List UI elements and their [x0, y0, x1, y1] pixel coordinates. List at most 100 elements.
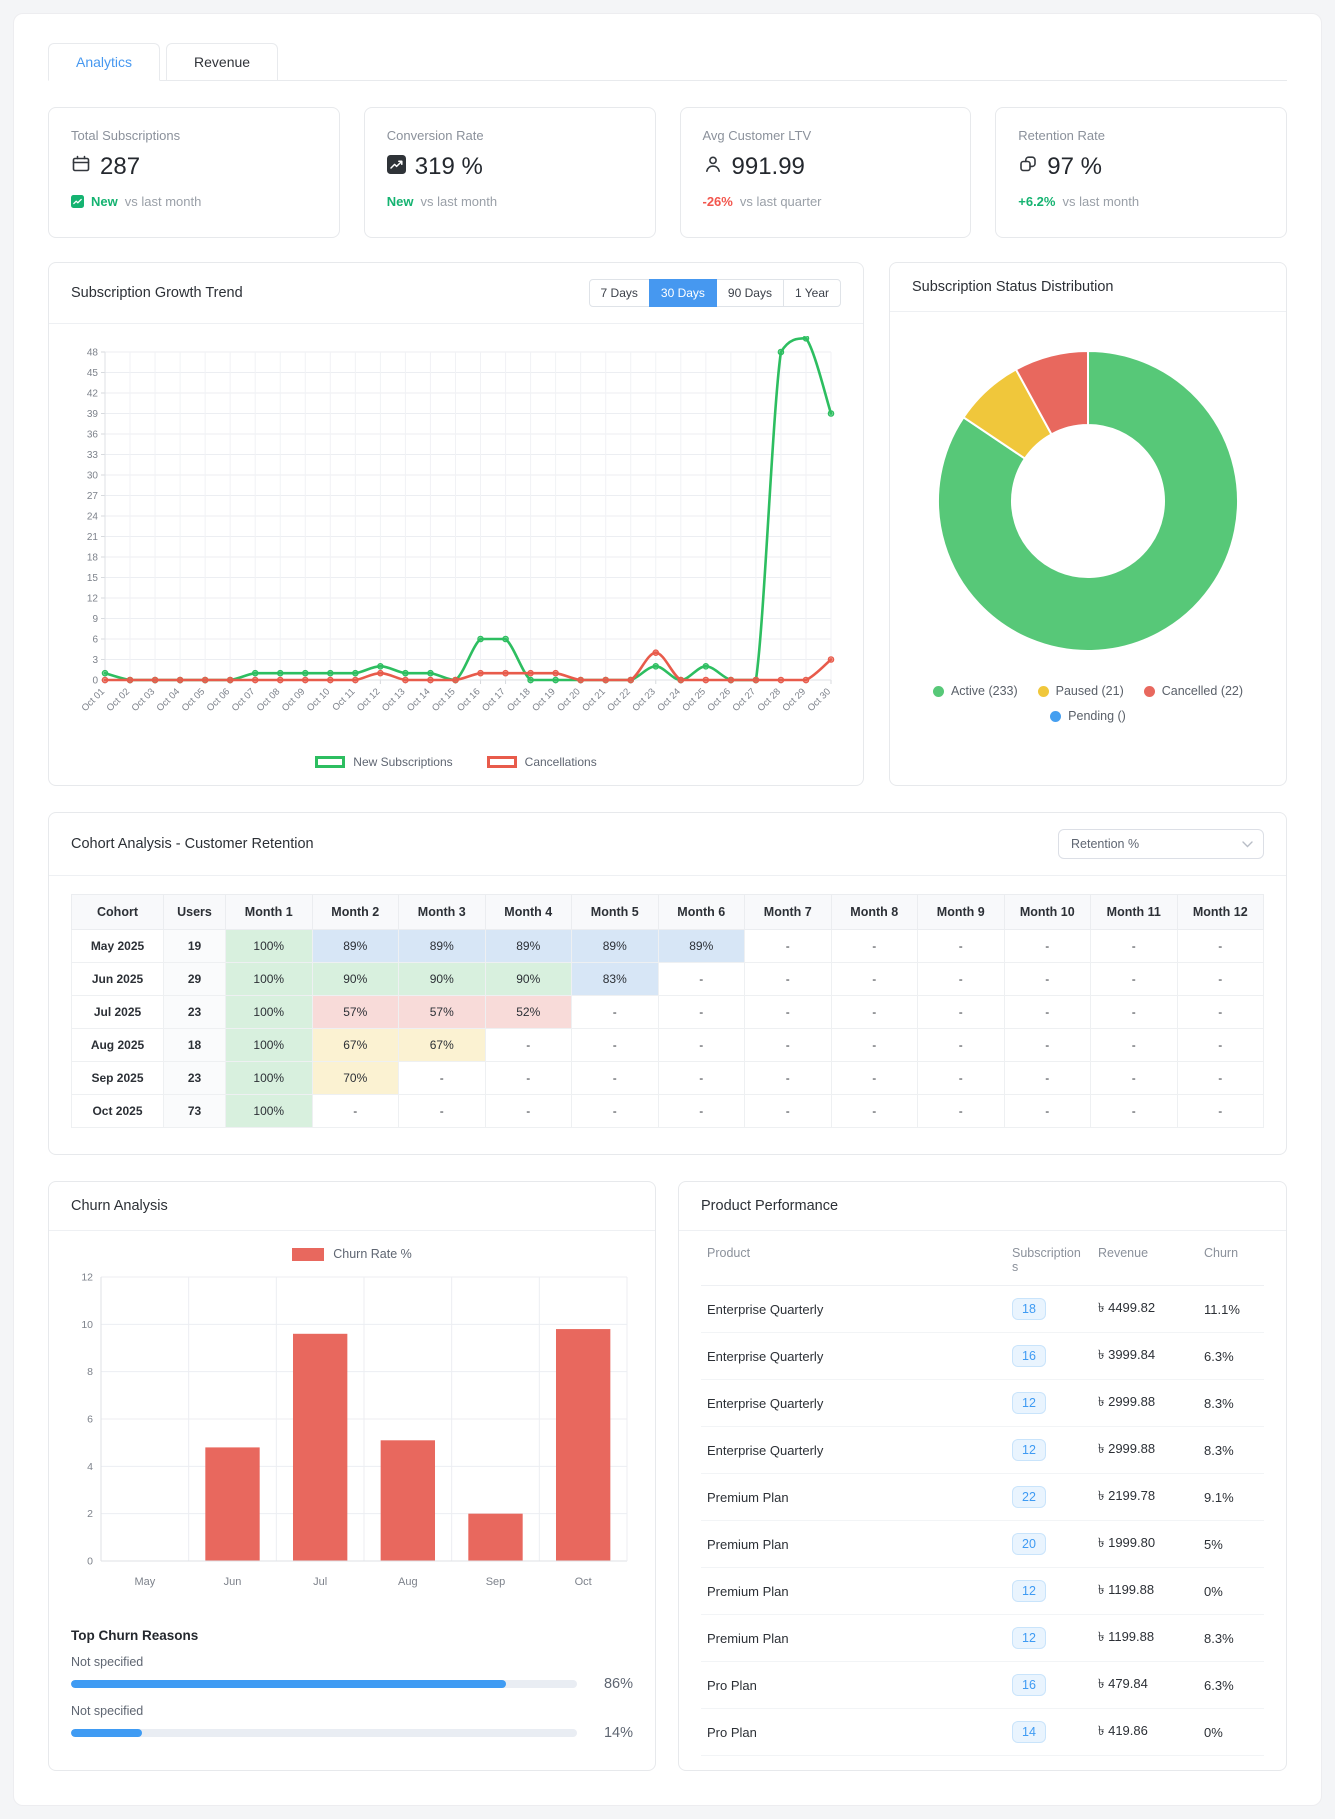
kpi-change: +6.2%	[1018, 194, 1056, 209]
product-column-header: Revenue	[1092, 1233, 1198, 1286]
range-button-1-year[interactable]: 1 Year	[782, 279, 841, 307]
svg-text:Jul: Jul	[313, 1576, 327, 1588]
legend-item-paused[interactable]: Paused (21)	[1037, 684, 1124, 698]
product-revenue: ৳ 2199.78	[1092, 1473, 1198, 1521]
churn-reason-bar: 14%	[71, 1725, 633, 1741]
svg-text:27: 27	[87, 491, 99, 502]
svg-text:Oct 17: Oct 17	[480, 686, 508, 714]
legend-item-active[interactable]: Active (233)	[932, 684, 1018, 698]
range-button-90-days[interactable]: 90 Days	[715, 279, 784, 307]
subscriptions-badge: 20	[1012, 1533, 1046, 1555]
link-icon	[1018, 153, 1038, 181]
subscriptions-badge: 12	[1012, 1439, 1046, 1461]
tab-analytics[interactable]: Analytics	[48, 43, 161, 81]
svg-text:Oct 25: Oct 25	[680, 686, 708, 714]
legend-item-new-subscriptions[interactable]: New Subscriptions	[315, 755, 453, 769]
kpi-value: 319 %	[414, 153, 483, 180]
cohort-cell: 70%	[311, 1061, 399, 1095]
svg-text:Oct 30: Oct 30	[806, 686, 834, 714]
subscriptions-badge: 22	[1012, 1486, 1046, 1508]
legend-item-cancelled[interactable]: Cancelled (22)	[1143, 684, 1243, 698]
cohort-cell: 89%	[484, 929, 572, 963]
cohort-cell: -	[1090, 1061, 1178, 1095]
churn-reason-percent: 86%	[603, 1676, 633, 1692]
svg-text:Oct 22: Oct 22	[605, 686, 633, 714]
cohort-cell: -	[1176, 1061, 1264, 1095]
cohort-cell: -	[917, 995, 1005, 1029]
kpi-label: Conversion Rate	[386, 128, 484, 143]
legend-item-cancellations[interactable]: Cancellations	[486, 755, 597, 769]
status-donut-chart	[937, 349, 1239, 652]
bar-sep	[468, 1513, 523, 1561]
cohort-cell: -	[744, 1094, 832, 1128]
cohort-column-header: Month 10	[1003, 894, 1091, 930]
svg-text:Oct 18: Oct 18	[505, 686, 533, 714]
cohort-cell: -	[657, 962, 745, 996]
charts-row: Subscription Growth Trend 7 Days 30 Days 9…	[48, 262, 1287, 786]
svg-text:Oct 24: Oct 24	[655, 686, 683, 714]
product-row: Pro Plan 16 ৳ 479.84 6.3%	[701, 1661, 1264, 1709]
subscriptions-badge: 18	[1012, 1298, 1046, 1320]
cohort-users: 23	[163, 1061, 226, 1095]
progress-fill	[71, 1729, 142, 1737]
bar-jun	[205, 1447, 260, 1561]
product-churn: 0%	[1198, 1567, 1264, 1615]
cohort-cell: -	[1003, 995, 1091, 1029]
cohort-cell: -	[484, 1028, 572, 1062]
legend-item-pending[interactable]: Pending ()	[1050, 709, 1126, 723]
cohort-cell: -	[917, 962, 1005, 996]
cohort-row: Aug 2025 18 100% 67% 67% - - - - - - - - -	[71, 1028, 1264, 1062]
cohort-cell: -	[1090, 1028, 1178, 1062]
svg-text:Oct 23: Oct 23	[630, 686, 658, 714]
cohort-users: 19	[163, 929, 226, 963]
progress-fill	[71, 1680, 507, 1688]
svg-text:9: 9	[92, 614, 98, 625]
kpi-card-retention-rate: Retention Rate 97 % +6.2% vs last month	[995, 107, 1287, 238]
cohort-cell: -	[657, 995, 745, 1029]
cohort-column-header: Month 9	[917, 894, 1005, 930]
svg-text:Jun: Jun	[224, 1576, 242, 1588]
svg-text:May: May	[134, 1576, 155, 1588]
svg-text:Oct 04: Oct 04	[155, 686, 183, 714]
svg-text:Oct 14: Oct 14	[405, 686, 433, 714]
churn-reasons-list: Not specified 86% Not specified 14%	[71, 1655, 633, 1741]
tab-bar: Analytics Revenue	[48, 42, 1287, 81]
kpi-label: Total Subscriptions	[71, 128, 181, 143]
cohort-cell: -	[1176, 1094, 1264, 1128]
cohort-cell: -	[1003, 1094, 1091, 1128]
subscriptions-badge: 14	[1012, 1721, 1046, 1743]
retention-metric-dropdown[interactable]: Retention %	[1058, 829, 1264, 859]
svg-text:6: 6	[87, 1414, 93, 1426]
churn-chart-legend[interactable]: Churn Rate %	[49, 1247, 655, 1261]
cohort-cell: -	[1176, 995, 1264, 1029]
product-row: Premium Plan 12 ৳ 1199.88 0%	[701, 1567, 1264, 1615]
cohort-row: Jun 2025 29 100% 90% 90% 90% 83% - - - - - - -	[71, 962, 1264, 996]
cohort-cell: -	[484, 1094, 572, 1128]
range-button-30-days[interactable]: 30 Days	[648, 279, 717, 307]
product-revenue: ৳ 2999.88	[1092, 1426, 1198, 1474]
range-button-7-days[interactable]: 7 Days	[588, 279, 650, 307]
product-name: Premium Plan	[701, 1567, 1006, 1615]
product-row: Enterprise Quarterly 16 ৳ 3999.84 6.3%	[701, 1332, 1264, 1380]
product-row: Enterprise Quarterly 12 ৳ 2999.88 8.3%	[701, 1379, 1264, 1427]
cohort-cell: -	[744, 1028, 832, 1062]
product-name: Enterprise Quarterly	[701, 1379, 1006, 1427]
cohort-cell: -	[830, 929, 918, 963]
svg-text:Oct 05: Oct 05	[180, 686, 208, 714]
person-icon	[703, 153, 723, 181]
cohort-cell: -	[571, 1094, 659, 1128]
product-revenue: ৳ 2999.88	[1092, 1379, 1198, 1427]
growth-chart-legend: New Subscriptions Cancellations	[49, 755, 863, 785]
subscriptions-badge: 12	[1012, 1580, 1046, 1602]
cohort-cell: -	[571, 1061, 659, 1095]
donut-slice-active	[937, 349, 1239, 652]
legend-swatch-red	[486, 756, 517, 768]
tab-revenue[interactable]: Revenue	[166, 43, 279, 81]
cohort-label: Jun 2025	[71, 962, 164, 996]
cohort-column-header: Month 4	[484, 894, 572, 930]
svg-text:12: 12	[81, 1272, 93, 1284]
cohort-row: May 2025 19 100% 89% 89% 89% 89% 89% - - - - - -	[71, 929, 1264, 963]
cohort-cell: 67%	[311, 1028, 399, 1062]
churn-reason-label: Not specified	[71, 1655, 144, 1669]
